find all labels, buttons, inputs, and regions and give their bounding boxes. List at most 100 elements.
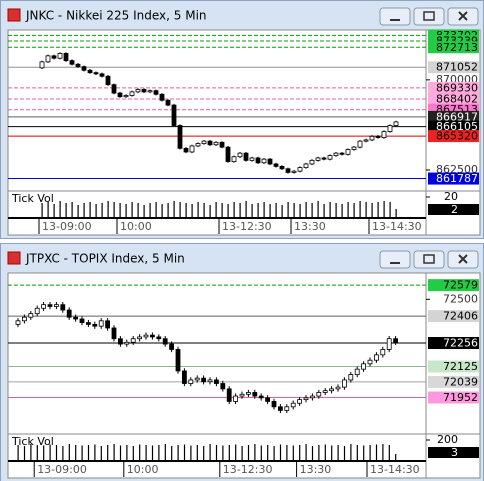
volume-bar: [221, 203, 223, 217]
level-label-bg: [428, 41, 479, 54]
candle-body: [39, 61, 45, 69]
volume-bar: [191, 204, 193, 217]
minimize-button[interactable]: [379, 250, 411, 269]
volume-bar: [158, 445, 160, 460]
candle-body: [79, 318, 85, 323]
level-label: 72039: [443, 375, 478, 388]
volume-bar: [377, 202, 379, 217]
window-title: JTPXC - TOPIX Index, 5 Min: [25, 252, 185, 266]
maximize-button[interactable]: [413, 7, 445, 26]
volume-bar: [329, 202, 331, 217]
volume-bar: [365, 202, 367, 217]
candle-body: [357, 140, 363, 148]
volume-bar: [185, 203, 187, 217]
candle-body: [177, 125, 183, 149]
volume-bar: [317, 201, 319, 217]
candle-body: [380, 349, 386, 356]
volume-bar: [305, 202, 307, 217]
volume-bar: [287, 202, 289, 217]
candle-body: [361, 363, 367, 370]
candle-body: [243, 152, 249, 161]
candle-body: [81, 66, 87, 71]
candle-body: [117, 92, 123, 98]
level-label: 871052: [436, 61, 478, 74]
level-label: 866105: [436, 120, 478, 133]
volume-bar: [233, 202, 235, 217]
candle-body: [309, 159, 315, 165]
volume-bar: [215, 445, 218, 460]
vol-last: 2: [451, 203, 458, 216]
candle-body: [341, 379, 347, 388]
volume-bar: [279, 444, 282, 460]
candle-body: [15, 320, 21, 325]
volume-bar: [36, 445, 38, 460]
volume-bar: [59, 201, 61, 217]
candle-body: [162, 338, 168, 345]
volume-bar: [89, 202, 91, 217]
level-label: 868402: [436, 93, 478, 106]
candle-body: [237, 152, 243, 158]
candle-body: [51, 55, 57, 59]
volume-bar: [119, 203, 121, 217]
x-tick-label: 13-14:30: [370, 463, 420, 476]
volume-bar: [94, 444, 96, 460]
volume-bar: [251, 204, 253, 217]
volume-bar: [126, 445, 128, 460]
candle-body: [201, 140, 207, 144]
candle-body: [258, 395, 264, 399]
volume-bar: [164, 444, 166, 460]
candle-body: [297, 399, 303, 404]
window-icon: [7, 8, 21, 22]
volume-bar: [125, 204, 127, 217]
axis-area: [425, 272, 481, 479]
level-label-bg: [428, 375, 479, 388]
x-tick-label: 13:30: [294, 220, 326, 233]
volume-bar: [179, 202, 181, 217]
volume-bar: [350, 444, 352, 460]
volume-bar: [347, 202, 349, 217]
candle-body: [153, 90, 159, 95]
volume-bar: [292, 445, 294, 460]
volume-bar: [382, 444, 384, 460]
candle-body: [149, 334, 155, 338]
volume-bar: [209, 205, 211, 217]
volume-bar: [273, 446, 275, 460]
volume-bar: [171, 446, 173, 460]
volume-bar: [383, 201, 385, 217]
level-label-bg: [428, 310, 479, 323]
candle-body: [47, 304, 53, 307]
level-label-bg: [428, 360, 479, 373]
level-label-bg: [428, 81, 479, 94]
volume-bar: [68, 444, 70, 460]
volume-bar: [331, 445, 333, 460]
x-tick-label: 13-09:00: [37, 463, 87, 476]
candle-body: [369, 135, 375, 141]
volume-bar: [341, 204, 343, 217]
volume-bar: [113, 202, 115, 217]
x-tick-label: 13-14:30: [372, 220, 422, 233]
candle-body: [99, 73, 105, 77]
volume-bar: [227, 204, 229, 217]
candle-body: [41, 304, 46, 309]
candle-body: [351, 146, 357, 150]
candle-body: [297, 167, 303, 172]
candle-body: [98, 320, 104, 327]
level-label-bg: [428, 93, 479, 106]
volume-bar: [359, 201, 361, 217]
volume-bar: [299, 204, 301, 217]
candle-body: [255, 157, 261, 164]
candle-body: [279, 165, 285, 170]
candle-body: [271, 401, 277, 408]
volume-bar: [247, 445, 250, 460]
volume-bar: [107, 445, 109, 460]
volume-bar: [49, 444, 51, 460]
close-icon: [458, 254, 468, 264]
minimize-button[interactable]: [379, 7, 411, 26]
candle-body: [143, 334, 149, 338]
volume-bar: [375, 444, 378, 460]
volume-bar: [260, 445, 262, 460]
maximize-button[interactable]: [413, 250, 445, 269]
volume-bar: [77, 205, 79, 217]
candle-body: [92, 323, 98, 327]
x-tick-label: 13:30: [300, 463, 332, 476]
